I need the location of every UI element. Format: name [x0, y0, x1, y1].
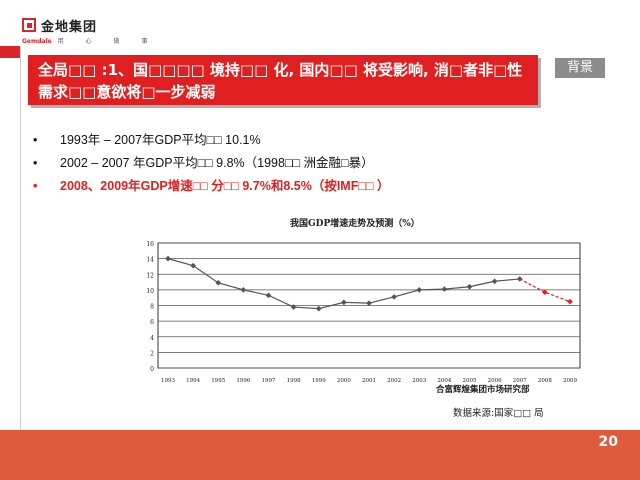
x-tick-label: 2000 [337, 378, 351, 384]
bullet-item-highlight: • 2008、2009年GDP增速□□ 分□□ 9.7%和8.5%（按IMF□□ … [33, 177, 593, 200]
bullet-text: 2008、2009年GDP增速□□ 分□□ 9.7%和8.5%（按IMF□□ ） [60, 179, 390, 193]
data-point [416, 287, 423, 293]
company-logo: 金地集团 Gemdale 用 心 做 事 [22, 16, 147, 50]
x-tick-label: 2002 [387, 378, 401, 384]
left-rule-accent [0, 46, 20, 58]
x-tick-label: 2006 [488, 378, 502, 384]
x-tick-label: 2008 [538, 378, 552, 384]
data-point [265, 292, 272, 299]
x-tick-label: 2009 [563, 378, 577, 384]
section-tag: 背景 [555, 58, 605, 78]
x-tick-label: 1993 [161, 378, 175, 384]
y-tick-label: 16 [146, 241, 154, 248]
x-tick-label: 2005 [463, 378, 477, 384]
chart-source-caption: 合富辉煌集团市场研究部 [436, 385, 530, 395]
bullet-list: • 1993年 – 2007年GDP平均□□ 10.1% • 2002 – 2007… [33, 131, 593, 200]
bullet-dot: • [33, 133, 38, 147]
x-tick-label: 1998 [287, 378, 301, 384]
bullet-dot: • [33, 179, 38, 193]
chart-title: 我国GDP增速走势及预测（%） [290, 219, 420, 229]
y-tick-label: 4 [150, 335, 154, 342]
data-point [466, 283, 473, 290]
footer-bar [0, 430, 640, 480]
x-tick-label: 2004 [437, 378, 451, 384]
data-point [542, 289, 548, 296]
bullet-text: 1993年 – 2007年GDP平均□□ 10.1% [60, 133, 261, 147]
x-tick-label: 1997 [262, 378, 276, 384]
y-tick-label: 0 [150, 366, 154, 373]
x-tick-label: 2003 [412, 378, 426, 384]
gdp-chart: 我国GDP增速走势及预测（%） 0 2 4 6 8 10 12 14 16 1993 1994 199… [140, 208, 590, 420]
logo-tagline: Gemdale 用 心 做 事 [22, 36, 157, 45]
footer-logo: 20 [598, 434, 618, 450]
logo-tagline-cn: 用 心 做 事 [57, 38, 158, 45]
data-point [366, 300, 372, 306]
y-tick-label: 14 [146, 257, 154, 264]
bullet-item: • 1993年 – 2007年GDP平均□□ 10.1% [33, 131, 593, 154]
bullet-text: 2002 – 2007 年GDP平均□□ 9.8%（1998□□ 洲金融□暴） [60, 156, 374, 170]
x-tick-label: 1996 [236, 378, 250, 384]
data-point [567, 298, 573, 305]
data-point [341, 299, 347, 306]
left-rule [0, 46, 21, 430]
x-tick-label: 2001 [362, 378, 376, 384]
y-tick-label: 6 [150, 319, 154, 326]
logo-mark-icon [22, 18, 36, 32]
y-tick-label: 8 [150, 304, 154, 311]
data-point [315, 305, 322, 312]
chart-plot: 0 2 4 6 8 10 12 14 16 1993 1994 1995 1996 1997 1998 199… [146, 241, 581, 384]
data-point [441, 286, 448, 292]
logo-tagline-en: Gemdale [22, 38, 52, 45]
data-source-note: 数据来源:国家□□ 局 [453, 408, 544, 419]
data-point [391, 294, 397, 300]
logo-name: 金地集团 [41, 20, 98, 35]
bullet-item: • 2002 – 2007 年GDP平均□□ 9.8%（1998□□ 洲金融□暴） [33, 154, 593, 177]
data-point [240, 287, 247, 293]
y-tick-label: 12 [146, 272, 154, 279]
x-tick-label: 1999 [312, 378, 326, 384]
data-point [491, 278, 498, 285]
data-point [215, 280, 222, 286]
data-point [165, 255, 171, 262]
y-tick-label: 2 [150, 350, 154, 357]
series-line [519, 278, 571, 303]
x-tick-label: 2007 [513, 378, 527, 384]
x-tick-label: 1994 [186, 378, 200, 384]
slide-title: 全局□□ :1、国□□□□ 境持□□ 化, 国内□□ 将受影响, 消□者非□性需… [28, 55, 538, 105]
y-tick-label: 10 [146, 288, 154, 295]
data-point [290, 304, 297, 310]
x-tick-label: 1995 [211, 378, 225, 384]
bullet-dot: • [33, 156, 38, 170]
